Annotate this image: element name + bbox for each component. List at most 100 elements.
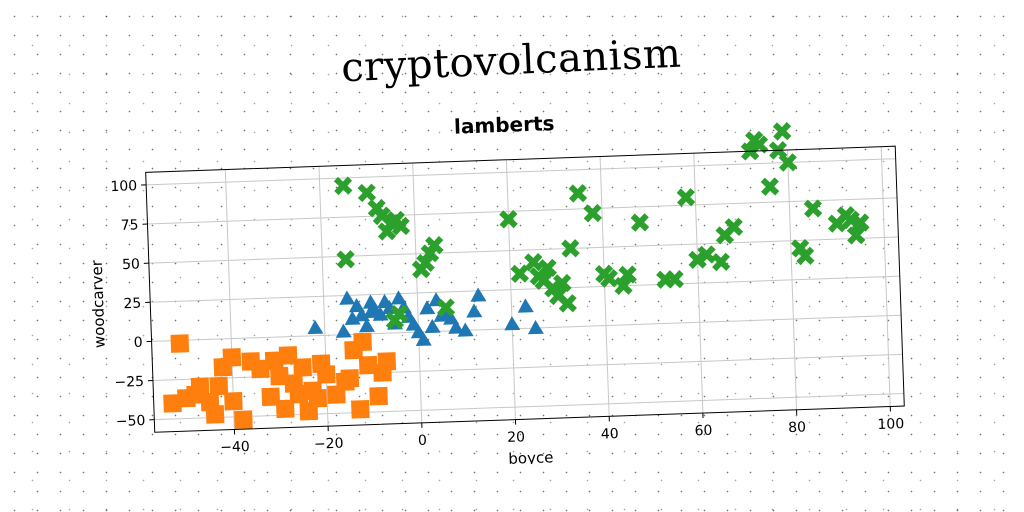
square-marker [369, 386, 388, 406]
square-marker [163, 394, 182, 413]
x-marker [665, 269, 685, 289]
x-marker [697, 245, 716, 264]
x-axis-label: boyce [508, 448, 554, 468]
x-marker [630, 213, 650, 232]
x-tick-label: 0 [418, 433, 427, 449]
triangle-marker [424, 318, 441, 334]
triangle-marker [415, 331, 432, 347]
square-marker [209, 376, 229, 396]
x-marker [846, 226, 866, 245]
chart-title: lamberts [454, 111, 555, 138]
triangle-marker [307, 319, 324, 335]
x-marker [688, 250, 707, 269]
x-marker [391, 216, 411, 236]
square-marker [340, 369, 360, 388]
x-marker [336, 250, 355, 269]
x-tick-label: 100 [877, 416, 904, 433]
x-tick-label: −40 [220, 439, 250, 456]
data-points [163, 122, 870, 430]
x-marker [760, 177, 780, 196]
y-grid-line [147, 197, 898, 225]
y-tick-label: −50 [116, 413, 146, 430]
y-axis-label: woodcarver [88, 259, 109, 348]
x-marker [583, 203, 602, 223]
x-marker [436, 298, 456, 317]
y-tick-labels: −50 −25 0 25 50 75 100 [110, 178, 155, 430]
x-marker [618, 265, 637, 284]
square-marker [358, 355, 378, 375]
x-marker [749, 135, 769, 154]
x-marker [425, 236, 444, 255]
square-marker [316, 365, 336, 384]
y-tick-label: 75 [120, 217, 138, 234]
page-title: cryptovolcanism [340, 30, 683, 92]
triangle-marker [504, 316, 521, 331]
triangle-marker [517, 298, 534, 313]
triangle-marker [359, 318, 376, 333]
y-tick-label: 25 [123, 296, 141, 313]
chart-container: lamberts −40 −20 0 20 40 60 80 100 −50 −25 0 25 50 7… [79, 96, 926, 480]
y-grid-line [146, 158, 896, 186]
y-tick-label: 50 [122, 256, 140, 273]
y-grid-line [151, 314, 902, 342]
square-marker [278, 346, 298, 365]
square-marker [261, 387, 281, 407]
y-tick-label: −25 [114, 374, 144, 391]
x-marker [377, 222, 397, 241]
triangle-marker [457, 322, 474, 337]
x-marker [614, 276, 633, 296]
square-marker [251, 359, 270, 379]
square-marker [293, 358, 312, 377]
triangle-marker [335, 323, 352, 338]
x-marker [538, 258, 557, 278]
square-marker [205, 405, 225, 424]
square-marker [224, 391, 243, 411]
x-marker [524, 252, 543, 272]
x-marker [553, 273, 572, 293]
square-marker [264, 351, 284, 370]
x-marker [778, 153, 798, 172]
y-tick-label: 0 [133, 335, 142, 351]
x-marker [711, 252, 731, 272]
triangle-marker [339, 290, 356, 305]
square-marker [289, 384, 309, 404]
x-marker [561, 239, 580, 258]
triangle-marker [344, 310, 361, 326]
y-grid-line [150, 275, 900, 303]
x-tick-label: 80 [788, 419, 806, 436]
triangle-marker [419, 300, 436, 315]
x-marker [568, 184, 588, 203]
x-marker [795, 246, 815, 266]
x-marker [357, 183, 377, 203]
triangle-marker [466, 303, 483, 318]
x-marker [803, 199, 823, 218]
triangle-marker [363, 303, 380, 319]
y-tick-label: 100 [110, 178, 137, 195]
x-tick-label: 40 [601, 426, 619, 443]
square-marker [377, 352, 397, 371]
triangle-marker [448, 319, 465, 334]
triangle-marker [372, 306, 389, 321]
x-marker [558, 294, 577, 313]
x-tick-label: −20 [314, 436, 344, 453]
square-marker [234, 410, 253, 430]
scatter-chart: lamberts −40 −20 0 20 40 60 80 100 −50 −25 0 25 50 7… [88, 111, 905, 468]
x-marker [510, 264, 530, 283]
square-marker [308, 388, 328, 408]
square-marker [344, 340, 363, 360]
x-tick-label: 60 [694, 423, 712, 440]
x-marker [724, 217, 744, 237]
x-marker [772, 122, 792, 141]
triangle-marker [527, 320, 544, 335]
x-marker [416, 253, 435, 273]
square-marker [351, 400, 370, 419]
x-marker [389, 304, 409, 324]
x-marker [676, 188, 696, 207]
square-marker [275, 399, 295, 419]
grid-lines [146, 146, 904, 430]
x-marker [499, 209, 518, 229]
x-marker [851, 213, 870, 232]
x-tick-labels: −40 −20 0 20 40 60 80 100 [220, 406, 905, 456]
x-marker [599, 269, 619, 288]
x-tick-label: 20 [507, 429, 525, 446]
